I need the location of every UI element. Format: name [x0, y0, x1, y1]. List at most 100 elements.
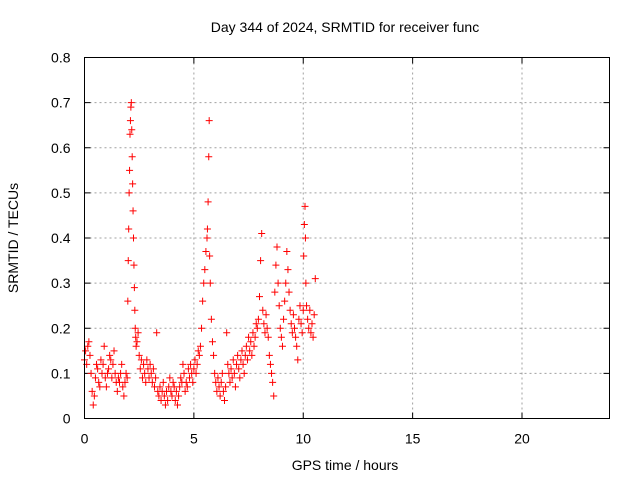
data-point-0-137 — [214, 374, 222, 382]
data-point-0-114 — [192, 369, 200, 377]
data-point-0-217 — [300, 220, 308, 228]
data-point-0-5 — [86, 351, 94, 359]
data-point-0-146 — [224, 360, 232, 368]
data-point-0-113 — [191, 356, 199, 364]
data-point-0-57 — [131, 324, 139, 332]
data-point-0-48 — [127, 99, 135, 107]
data-point-0-56 — [131, 306, 139, 314]
data-point-0-96 — [172, 387, 180, 395]
grid-lines — [84, 57, 610, 419]
data-point-0-190 — [272, 261, 280, 269]
data-point-0-142 — [219, 387, 227, 395]
data-point-0-19 — [101, 374, 109, 382]
data-point-0-11 — [93, 360, 101, 368]
data-point-0-153 — [231, 383, 239, 391]
data-point-0-154 — [233, 360, 241, 368]
x-tick-label-3: 15 — [405, 431, 421, 447]
data-point-0-30 — [113, 387, 121, 395]
data-point-0-218 — [301, 202, 309, 210]
data-point-0-194 — [276, 324, 284, 332]
data-point-0-222 — [304, 315, 312, 323]
data-point-0-227 — [309, 333, 317, 341]
data-point-0-119 — [198, 324, 206, 332]
data-point-0-219 — [301, 234, 309, 242]
y-tick-label-4: 0.4 — [51, 230, 71, 246]
data-point-0-157 — [236, 374, 244, 382]
data-point-0-192 — [274, 279, 282, 287]
data-point-0-1 — [82, 347, 90, 355]
data-point-0-26 — [109, 360, 117, 368]
data-point-0-129 — [206, 252, 214, 260]
data-point-0-27 — [110, 347, 118, 355]
data-point-0-53 — [130, 234, 137, 242]
data-point-0-176 — [257, 257, 265, 265]
data-point-0-161 — [240, 369, 248, 377]
data-point-0-121 — [200, 279, 208, 287]
data-point-0-3 — [84, 342, 92, 350]
data-point-0-126 — [204, 198, 212, 206]
data-point-0-18 — [100, 342, 108, 350]
data-point-0-127 — [205, 153, 213, 161]
data-point-0-78 — [153, 329, 161, 337]
x-tick-label-1: 5 — [190, 431, 198, 447]
data-point-0-103 — [180, 369, 188, 377]
data-point-0-207 — [291, 324, 298, 332]
data-point-0-13 — [95, 378, 103, 386]
data-point-0-108 — [186, 374, 193, 382]
data-point-0-185 — [266, 360, 274, 368]
data-point-0-204 — [287, 320, 295, 328]
data-point-0-99 — [176, 383, 184, 391]
data-point-0-65 — [138, 374, 146, 382]
data-point-0-123 — [202, 248, 210, 256]
data-point-0-81 — [156, 383, 164, 391]
data-point-0-98 — [175, 392, 183, 400]
data-point-0-7 — [88, 387, 96, 395]
data-point-0-12 — [94, 365, 102, 373]
data-point-0-169 — [249, 329, 257, 337]
data-point-0-187 — [269, 378, 277, 386]
data-point-0-144 — [222, 383, 230, 391]
data-point-0-136 — [213, 387, 221, 395]
data-point-0-130 — [206, 279, 214, 287]
data-point-0-138 — [215, 383, 223, 391]
data-point-0-132 — [208, 338, 216, 346]
data-point-0-124 — [203, 234, 211, 242]
data-point-0-225 — [307, 329, 315, 337]
data-point-0-216 — [300, 252, 308, 260]
data-point-0-179 — [260, 320, 268, 328]
data-point-0-223 — [305, 324, 313, 332]
data-point-0-156 — [235, 365, 243, 373]
data-point-0-175 — [256, 293, 263, 301]
data-point-0-105 — [182, 378, 190, 386]
data-point-0-39 — [123, 374, 131, 382]
data-point-0-106 — [183, 383, 191, 391]
data-point-0-202 — [285, 288, 293, 296]
data-point-0-150 — [228, 374, 236, 382]
data-point-0-25 — [108, 374, 116, 382]
data-point-0-35 — [119, 383, 127, 391]
data-point-0-210 — [294, 356, 302, 364]
data-point-0-201 — [284, 266, 292, 274]
data-point-0-59 — [132, 342, 140, 350]
data-point-0-14 — [96, 383, 104, 391]
data-point-0-122 — [201, 266, 209, 274]
data-point-0-196 — [278, 342, 286, 350]
data-point-0-49 — [128, 126, 136, 134]
data-point-0-72 — [146, 360, 154, 368]
data-point-0-117 — [195, 351, 203, 359]
data-point-0-4 — [85, 338, 93, 346]
data-point-0-170 — [250, 342, 258, 350]
y-tick-label-6: 0.6 — [51, 140, 71, 156]
data-point-0-183 — [264, 333, 272, 341]
plot-frame — [84, 57, 610, 419]
data-point-0-228 — [310, 311, 318, 319]
data-point-0-189 — [271, 288, 279, 296]
data-point-0-40 — [124, 297, 132, 305]
y-tick-label-1: 0.1 — [51, 365, 71, 381]
data-point-0-71 — [145, 374, 153, 382]
data-point-0-20 — [102, 383, 110, 391]
data-point-0-21 — [103, 369, 111, 377]
data-point-0-37 — [121, 378, 129, 386]
data-point-0-93 — [169, 378, 177, 386]
